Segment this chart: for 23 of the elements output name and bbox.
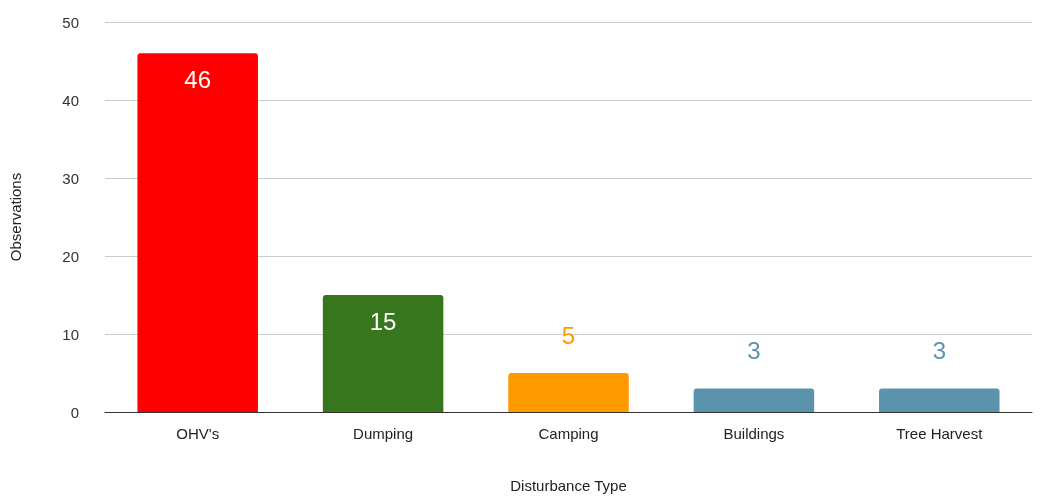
data-label: 5	[561, 321, 576, 349]
data-label: 15	[369, 307, 397, 335]
y-tick-label: 10	[62, 325, 79, 343]
x-tick-label: Tree Harvest	[896, 425, 984, 442]
x-axis-title: Disturbance Type	[510, 477, 627, 494]
data-label: 3	[932, 337, 946, 365]
data-label: 46	[184, 65, 212, 93]
x-tick-label: Camping	[538, 425, 599, 442]
bar	[508, 373, 629, 412]
bar	[322, 295, 444, 412]
y-tick-label: 50	[62, 13, 79, 31]
bar	[137, 53, 258, 412]
x-tick-label: Dumping	[353, 425, 414, 442]
y-tick-label: 20	[62, 247, 79, 265]
y-tick-label: 40	[62, 91, 79, 109]
y-tick-label: 0	[70, 403, 79, 421]
x-tick-label: OHV's	[176, 425, 220, 442]
bar	[693, 388, 815, 412]
y-axis-title: Observations	[7, 172, 24, 262]
x-tick-label: Buildings	[723, 425, 785, 442]
data-label: 3	[747, 337, 761, 365]
bar	[879, 388, 1000, 412]
y-tick-label: 30	[62, 169, 79, 187]
